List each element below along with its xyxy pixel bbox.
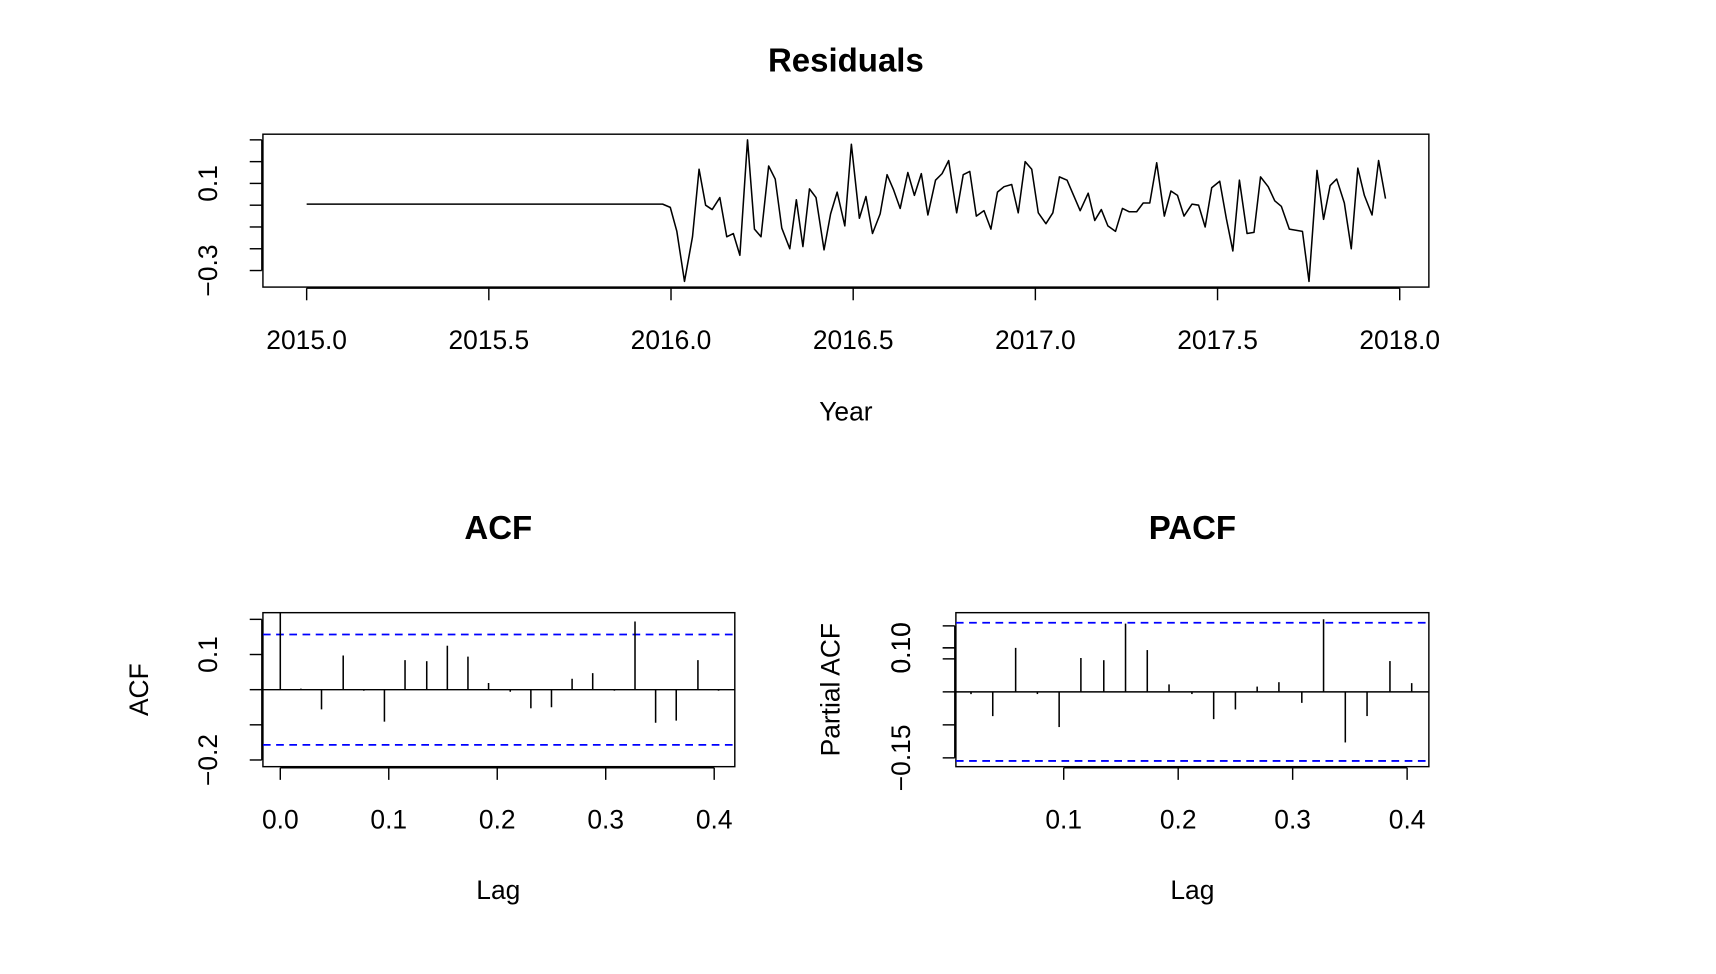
- y-tick-label: 0.10: [886, 622, 916, 673]
- y-tick-label: −0.15: [886, 724, 916, 791]
- x-tick-label: 0.3: [1274, 805, 1311, 835]
- y-tick-label: −0.3: [193, 244, 223, 296]
- y-tick-label: 0.10: [886, 622, 916, 673]
- plot-area: [262, 612, 735, 746]
- plot-frame: [955, 611, 1430, 768]
- residual-line: [306, 139, 1387, 283]
- y-tick-label: −0.2: [193, 734, 223, 786]
- x-axis-label: Lag: [476, 875, 520, 905]
- y-axis-label: Partial ACF: [816, 623, 846, 756]
- x-axis-label: Year: [819, 397, 873, 427]
- panel: Residuals Year 2015.0 2015.5 2016.0 2016.5 201…: [193, 41, 1440, 426]
- x-tick-label: 2015.5: [448, 325, 529, 355]
- x-tick-label: 0.2: [1160, 805, 1197, 835]
- x-tick-label: 2017.0: [995, 325, 1076, 355]
- x-tick-label: 0.4: [696, 805, 733, 835]
- x-tick-label: 0.4: [1389, 805, 1426, 835]
- x-tick-label: 2015.0: [266, 325, 347, 355]
- plot-frame: [262, 133, 1430, 288]
- y-tick-label: 0.1: [193, 165, 223, 202]
- chart-title: PACF: [1149, 509, 1236, 546]
- chart-title: ACF: [464, 509, 532, 546]
- x-tick-label: 0.0: [262, 805, 299, 835]
- x-tick-label: 2016.0: [631, 325, 712, 355]
- x-tick-label: 0.1: [1045, 805, 1082, 835]
- x-tick-label: 2016.5: [813, 325, 894, 355]
- x-tick-label: 0.3: [587, 805, 624, 835]
- x-tick-label: 2018.0: [1359, 325, 1440, 355]
- x-axis-label: Lag: [1170, 875, 1214, 905]
- y-tick-label: 0.1: [193, 636, 223, 673]
- plot-area: [306, 139, 1387, 283]
- panel: ACF Lag ACF 0.0 0.1 0.2 0.3 0.4 −0.2 0.1: [124, 509, 736, 905]
- y-axis-label: ACF: [124, 663, 154, 716]
- chart-title: Residuals: [768, 41, 924, 78]
- plot-area: [955, 619, 1429, 762]
- x-tick-label: 0.2: [479, 805, 516, 835]
- x-tick-label: 0.1: [370, 805, 407, 835]
- x-tick-label: 2017.5: [1177, 325, 1258, 355]
